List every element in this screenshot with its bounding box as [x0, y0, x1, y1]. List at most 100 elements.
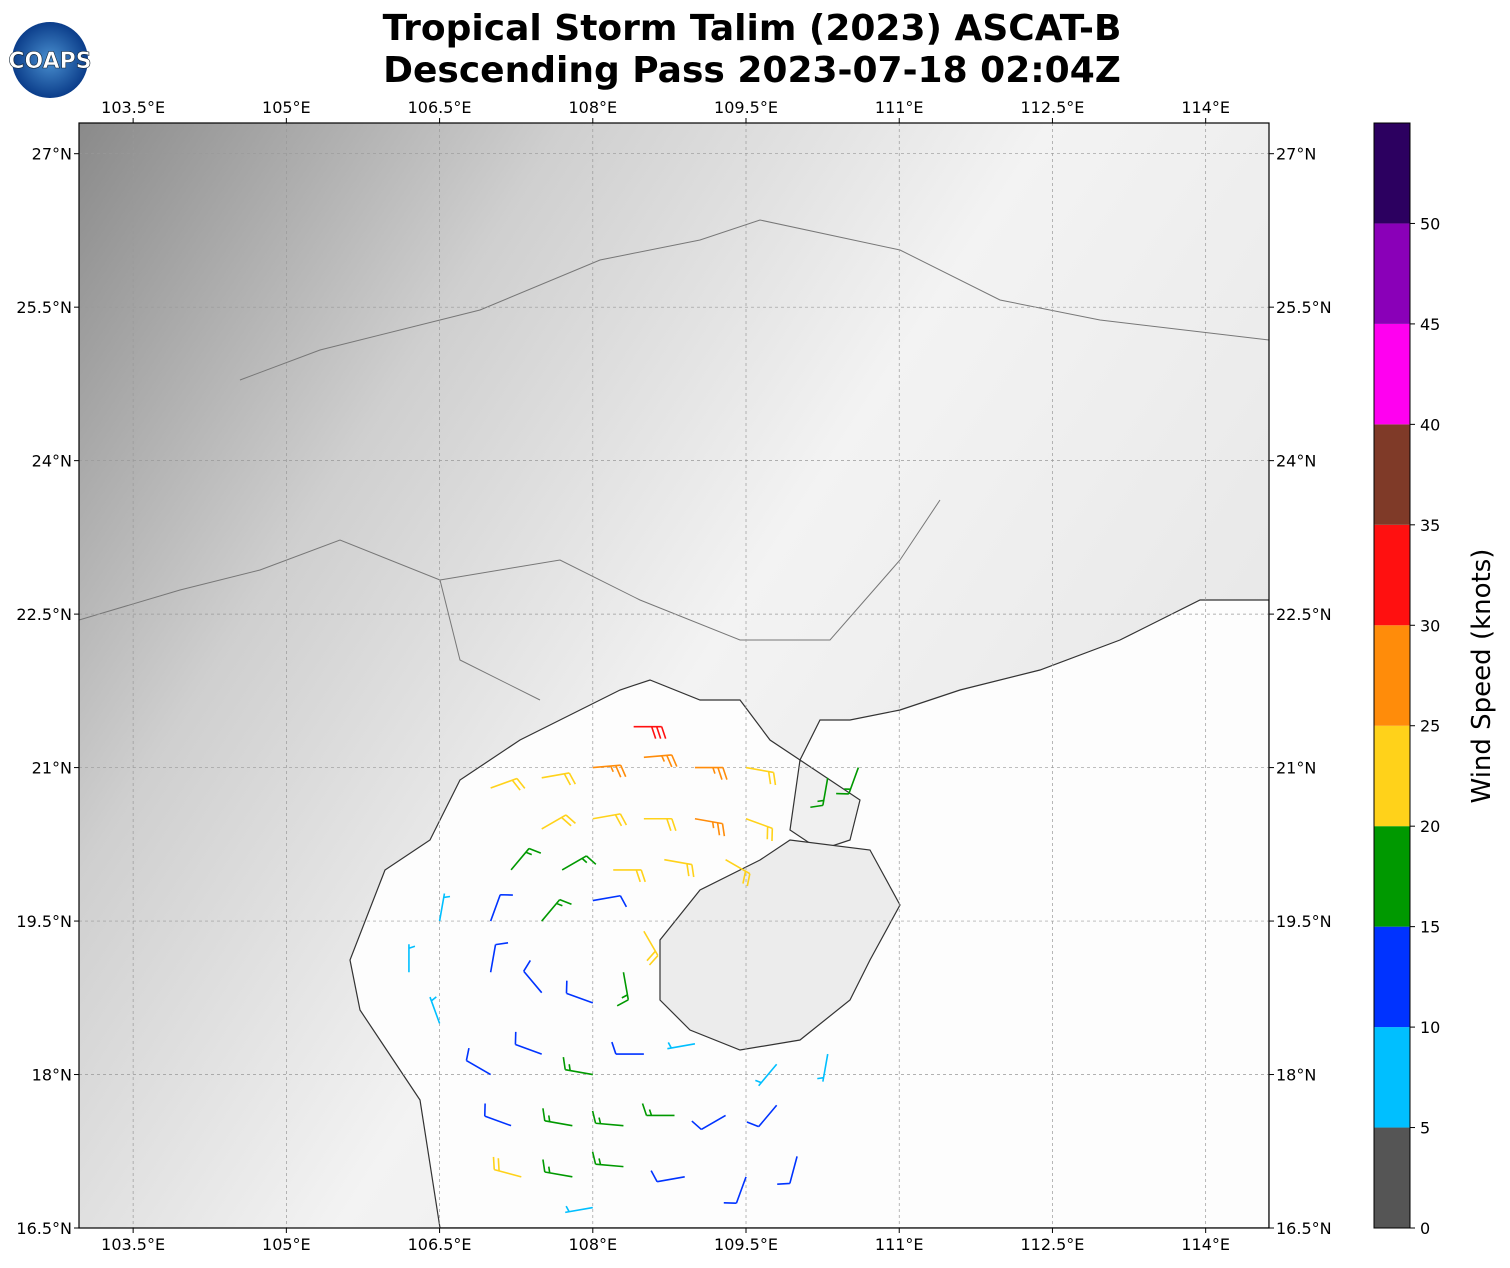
wind-barb: [745, 766, 777, 786]
wind-barb: [616, 972, 630, 1007]
wind-barb: [429, 996, 441, 1024]
colorbar-label: Wind Speed (knots): [1467, 549, 1497, 804]
wind-barb: [755, 1063, 778, 1087]
colorbar-segment: [1374, 625, 1410, 726]
peninsula: [789, 758, 861, 851]
x-tick-label: 106.5°E: [408, 98, 472, 117]
y-tick-label: 18°N: [1276, 1066, 1316, 1085]
wind-barb: [643, 817, 677, 831]
colorbar-tick-label: 35: [1420, 516, 1440, 535]
chart-title: Tropical Storm Talim (2023) ASCAT-B: [383, 8, 1122, 49]
x-tick-label: 105°E: [262, 98, 311, 117]
x-tick-label: 114°E: [1181, 1235, 1230, 1254]
wind-barb: [633, 725, 667, 739]
wind-barb: [641, 1103, 675, 1117]
wind-barb: [542, 1159, 573, 1178]
wind-barb: [492, 1156, 522, 1178]
colorbar-segment: [1374, 524, 1410, 626]
wind-barb: [643, 754, 678, 768]
wind-barb: [592, 894, 628, 908]
wind-barb: [592, 764, 627, 778]
x-tick-label: 111°E: [875, 1235, 924, 1254]
wind-barb: [438, 893, 451, 922]
y-tick-label: 27°N: [32, 145, 72, 164]
colorbar-segment: [1374, 323, 1410, 425]
wind-barb: [541, 898, 572, 922]
wind-barb: [746, 1104, 778, 1128]
colorbar-frame: [1373, 122, 1411, 1229]
colorbar-tick-label: 30: [1420, 616, 1440, 635]
wind-barb: [483, 1103, 512, 1127]
wind-barb: [664, 858, 695, 878]
wind-barb: [723, 1176, 747, 1204]
colorbar-segment: [1374, 1027, 1410, 1128]
colorbar-segment: [1374, 1127, 1410, 1228]
wind-barb: [694, 766, 728, 780]
y-tick-label: 19.5°N: [16, 912, 72, 931]
logo-text: COAPS: [8, 49, 91, 74]
x-tick-label: 103.5°E: [101, 1235, 165, 1254]
wind-barb: [611, 1041, 644, 1055]
y-tick-label: 24°N: [32, 452, 72, 471]
x-tick-label: 105°E: [262, 1235, 311, 1254]
x-tick-label: 108°E: [568, 1235, 617, 1254]
colorbar-tick-label: 50: [1420, 214, 1440, 233]
plot-frame: [78, 122, 1270, 1229]
wind-barb: [745, 817, 774, 841]
wind-barb: [542, 1108, 573, 1127]
wind-barb: [510, 847, 542, 871]
x-tick-label: 112.5°E: [1020, 1235, 1084, 1254]
wind-barb: [562, 1057, 593, 1076]
wind-barb: [667, 1042, 696, 1050]
y-tick-label: 16.5°N: [16, 1219, 72, 1238]
wind-barb: [490, 777, 526, 791]
y-tick-label: 21°N: [1276, 759, 1316, 778]
y-tick-label: 22.5°N: [16, 605, 72, 624]
x-tick-label: 114°E: [1181, 98, 1230, 117]
colorbar-segment: [1374, 424, 1410, 525]
wind-barb: [541, 772, 577, 786]
wind-barb: [613, 869, 646, 883]
y-tick-label: 16.5°N: [1276, 1219, 1332, 1238]
x-tick-label: 109.5°E: [714, 1235, 778, 1254]
colorbar-segment: [1374, 826, 1410, 927]
wind-barb: [691, 1114, 726, 1131]
y-tick-label: 25.5°N: [16, 298, 72, 317]
colorbar-segment: [1374, 123, 1410, 224]
colorbar-tick-label: 0: [1420, 1219, 1430, 1238]
wind-barb: [592, 813, 628, 827]
border: [79, 219, 1269, 701]
wind-barb: [465, 1047, 492, 1076]
colorbar-segment: [1374, 926, 1410, 1028]
wind-barb: [541, 814, 576, 830]
wind-barb: [777, 1156, 798, 1185]
wind-barb: [489, 941, 509, 973]
colorbar-tick-label: 25: [1420, 717, 1440, 736]
wind-barb: [514, 1031, 542, 1055]
wind-barb: [565, 1205, 593, 1214]
colorbar-segment: [1374, 223, 1410, 324]
y-tick-label: 19.5°N: [1276, 912, 1332, 931]
y-tick-label: 27°N: [1276, 145, 1316, 164]
x-tick-label: 106.5°E: [408, 1235, 472, 1254]
x-tick-label: 112.5°E: [1020, 98, 1084, 117]
chart-subtitle: Descending Pass 2023-07-18 02:04Z: [383, 50, 1121, 91]
colorbar-tick-label: 15: [1420, 918, 1440, 937]
wind-barb: [591, 1151, 624, 1168]
wind-barb: [725, 858, 751, 887]
wind-barb: [489, 893, 513, 922]
wind-barb: [817, 1053, 829, 1082]
colorbar-tick-label: 45: [1420, 315, 1440, 334]
colorbar-tick-label: 40: [1420, 415, 1440, 434]
y-tick-label: 25.5°N: [1276, 298, 1332, 317]
wind-barb: [694, 817, 726, 837]
colorbar-tick-label: 20: [1420, 817, 1440, 836]
wind-barb: [523, 960, 543, 994]
wind-barb: [650, 1170, 685, 1183]
x-tick-label: 108°E: [568, 98, 617, 117]
logo: [12, 22, 88, 98]
y-tick-label: 21°N: [32, 759, 72, 778]
wind-barb: [591, 1110, 624, 1127]
wind-barb: [810, 777, 829, 809]
